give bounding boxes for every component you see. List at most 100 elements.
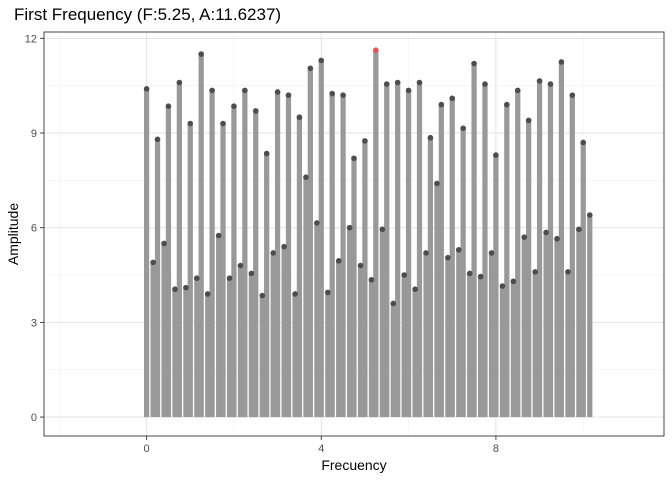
amplitude-point <box>460 125 466 132</box>
amplitude-point <box>466 270 473 277</box>
amplitude-bar <box>172 289 178 418</box>
amplitude-bar <box>165 106 172 418</box>
amplitude-bar <box>351 158 357 418</box>
amplitude-bar <box>231 106 237 418</box>
amplitude-point <box>270 250 277 256</box>
amplitude-point <box>325 289 331 296</box>
amplitude-point <box>242 87 248 94</box>
amplitude-point <box>259 292 266 299</box>
amplitude-point <box>532 269 538 275</box>
amplitude-bar <box>416 82 423 418</box>
amplitude-bar <box>493 155 499 418</box>
amplitude-bar <box>368 279 375 418</box>
amplitude-bar <box>510 281 516 418</box>
amplitude-point <box>482 81 488 87</box>
amplitude-bar <box>161 243 167 418</box>
amplitude-point <box>580 139 587 146</box>
first-frequency-point <box>373 47 379 53</box>
amplitude-point <box>292 291 298 297</box>
amplitude-point <box>165 103 172 109</box>
amplitude-point <box>176 79 183 86</box>
amplitude-bar <box>558 61 565 418</box>
amplitude-bar <box>515 90 521 418</box>
amplitude-point <box>351 155 357 162</box>
amplitude-point <box>362 138 368 144</box>
amplitude-bar <box>292 293 298 418</box>
amplitude-bar <box>220 123 226 418</box>
x-tick-label: 8 <box>493 443 499 455</box>
y-axis-title: Amplitude <box>5 203 21 265</box>
amplitude-point <box>427 134 434 141</box>
amplitude-bar <box>183 287 189 418</box>
amplitude-bar <box>499 286 506 418</box>
amplitude-bar <box>194 278 200 418</box>
amplitude-bar <box>532 271 538 418</box>
amplitude-bar <box>237 265 244 418</box>
y-tick-label: 0 <box>31 412 37 424</box>
amplitude-bar <box>187 123 193 418</box>
amplitude-point <box>379 226 386 233</box>
x-tick-label: 0 <box>144 443 150 455</box>
y-tick-label: 12 <box>25 33 37 45</box>
amplitude-point <box>161 240 167 247</box>
amplitude-bar <box>314 222 320 418</box>
amplitude-point <box>510 278 517 285</box>
amplitude-bar <box>198 54 204 418</box>
x-axis-title: Frecuency <box>321 457 386 473</box>
amplitude-point <box>416 79 423 86</box>
amplitude-bar <box>488 252 495 418</box>
amplitude-point <box>263 150 270 157</box>
amplitude-bar <box>467 273 473 418</box>
amplitude-bar <box>329 93 335 418</box>
amplitude-bar <box>216 235 222 418</box>
amplitude-bar <box>357 265 364 418</box>
amplitude-bar <box>303 177 309 418</box>
amplitude-bar <box>565 271 571 418</box>
amplitude-point <box>514 87 521 94</box>
amplitude-point <box>558 59 565 65</box>
amplitude-bar <box>176 82 182 418</box>
amplitude-bar <box>318 60 324 418</box>
axis-ticks: 0 4 8 0 3 6 9 12 <box>25 33 499 455</box>
amplitude-bar <box>373 50 379 418</box>
amplitude-point <box>547 81 554 87</box>
amplitude-bar <box>482 84 488 418</box>
amplitude-point <box>215 232 222 239</box>
amplitude-point <box>455 246 462 253</box>
amplitude-point <box>383 81 390 87</box>
amplitude-point <box>285 92 292 98</box>
panel-border <box>43 31 665 437</box>
amplitude-bar <box>478 276 484 418</box>
amplitude-point <box>493 152 499 158</box>
amplitude-point <box>154 136 161 143</box>
amplitude-point <box>471 60 477 67</box>
y-tick-label: 9 <box>31 128 37 140</box>
amplitude-point <box>150 259 156 266</box>
amplitude-bar <box>401 275 407 418</box>
amplitude-point <box>504 101 510 108</box>
amplitude-bar <box>336 260 342 418</box>
y-tick-label: 6 <box>31 223 37 235</box>
amplitude-point <box>303 174 309 180</box>
amplitude-bar <box>456 249 462 418</box>
amplitude-point <box>586 212 593 218</box>
plot-panel <box>43 31 665 437</box>
amplitude-bar <box>449 98 455 418</box>
amplitude-bar <box>423 252 429 418</box>
amplitude-bar <box>526 120 532 418</box>
amplitude-point <box>231 103 237 109</box>
amplitude-point <box>390 300 397 307</box>
amplitude-bar <box>274 91 281 418</box>
amplitude-point <box>434 180 440 187</box>
x-tick-label: 4 <box>318 443 324 455</box>
amplitude-point <box>394 79 401 86</box>
amplitude-bar <box>587 215 593 418</box>
amplitude-point <box>172 286 178 293</box>
amplitude-point <box>525 117 532 124</box>
amplitude-bar <box>205 293 211 418</box>
amplitude-bar <box>281 246 287 418</box>
amplitude-point <box>499 283 506 289</box>
amplitude-point <box>445 254 451 261</box>
amplitude-point <box>318 57 325 64</box>
